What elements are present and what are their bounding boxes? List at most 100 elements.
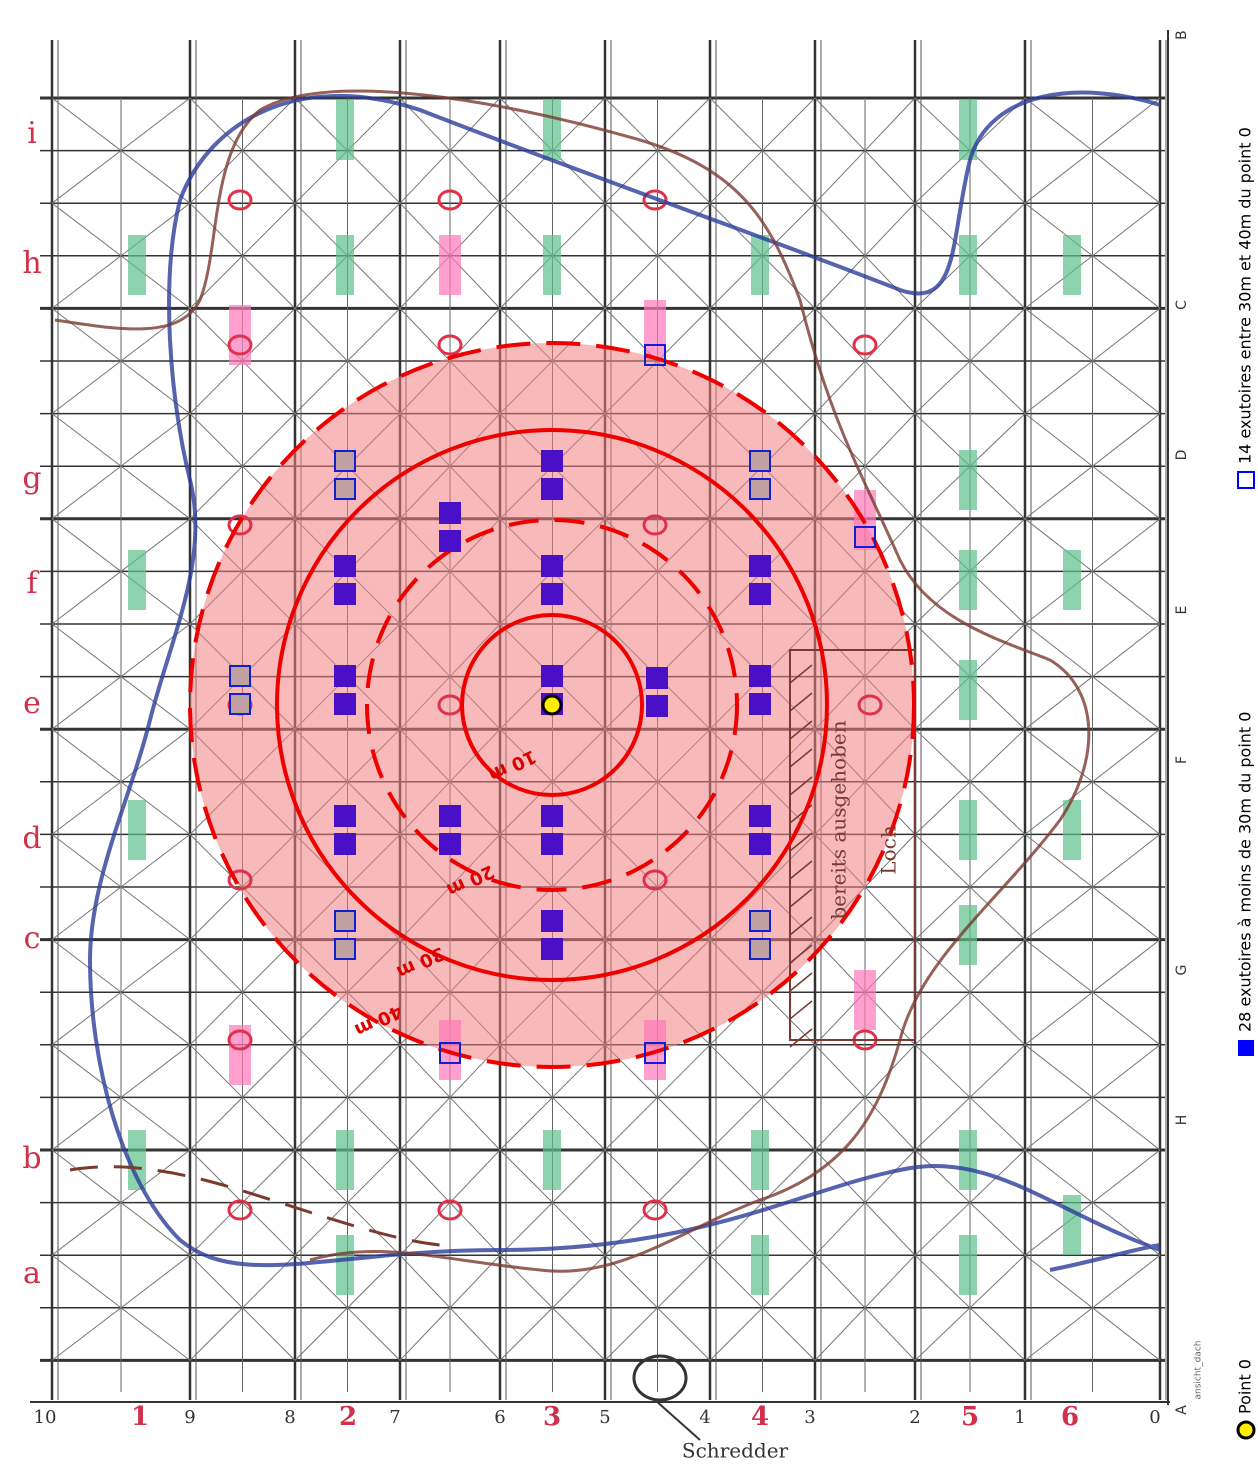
brace bbox=[1024, 1044, 1161, 1151]
brace bbox=[51, 623, 191, 730]
vent-within-30m bbox=[334, 693, 356, 715]
axis-label: 2 bbox=[339, 1402, 357, 1432]
hand-annotations bbox=[54, 89, 1161, 1441]
vent-within-30m bbox=[541, 665, 563, 687]
vent-within-30m bbox=[749, 833, 771, 855]
axis-label: 6 bbox=[494, 1407, 505, 1428]
removed-mark bbox=[437, 1199, 463, 1221]
hatch bbox=[789, 748, 813, 768]
hatch bbox=[789, 860, 813, 880]
hatch bbox=[789, 944, 813, 964]
brown-outline bbox=[54, 89, 1091, 1273]
axis-label: 2 bbox=[909, 1407, 920, 1428]
brace bbox=[499, 1254, 606, 1361]
brace bbox=[709, 1254, 816, 1361]
removed-mark bbox=[437, 334, 463, 356]
hatch bbox=[789, 1028, 813, 1048]
brace bbox=[51, 939, 191, 1046]
brace bbox=[294, 1149, 401, 1256]
vent-within-30m bbox=[439, 530, 461, 552]
circle-20m bbox=[365, 518, 739, 892]
brace bbox=[1024, 939, 1161, 1046]
brace bbox=[709, 97, 816, 204]
brace bbox=[399, 1044, 501, 1151]
brace bbox=[399, 97, 501, 204]
brace bbox=[1024, 623, 1161, 730]
existing-vent bbox=[959, 800, 977, 860]
brown-dash bbox=[69, 1165, 441, 1247]
brace bbox=[189, 939, 296, 1046]
brace bbox=[914, 1149, 1026, 1256]
vent-within-30m bbox=[749, 583, 771, 605]
vent-30-40m bbox=[334, 938, 356, 960]
vent-30-40m bbox=[749, 938, 771, 960]
existing-vent bbox=[128, 1130, 146, 1190]
removed-mark bbox=[437, 189, 463, 211]
vent-30-40m bbox=[644, 344, 666, 366]
vent-within-30m bbox=[541, 583, 563, 605]
circle-30m bbox=[275, 428, 829, 982]
vent-within-30m bbox=[334, 833, 356, 855]
axis-label: 9 bbox=[184, 1407, 195, 1428]
brace bbox=[189, 97, 296, 204]
axis-label: 4 bbox=[699, 1407, 710, 1428]
vent-30-40m bbox=[334, 910, 356, 932]
pink-vent bbox=[644, 300, 666, 360]
pink-vent bbox=[439, 235, 461, 295]
brace bbox=[189, 202, 296, 309]
existing-vent bbox=[336, 100, 354, 160]
circle-10m bbox=[460, 613, 644, 797]
brace bbox=[399, 1254, 501, 1361]
brace bbox=[499, 1149, 606, 1256]
brace bbox=[51, 834, 191, 940]
brace bbox=[914, 939, 1026, 1046]
hatch bbox=[789, 916, 813, 936]
removed-mark bbox=[227, 514, 253, 536]
brace bbox=[1024, 308, 1161, 414]
brace bbox=[1024, 728, 1161, 835]
axis-label: 6 bbox=[1061, 1402, 1079, 1432]
vent-within-30m bbox=[646, 695, 668, 717]
brace bbox=[51, 518, 191, 625]
legend-marker bbox=[1237, 471, 1255, 489]
legend-label: 14 exutoires entre 30m et 40m du point 0 bbox=[1236, 127, 1255, 464]
brace bbox=[914, 728, 1026, 835]
brace bbox=[914, 834, 1026, 940]
vent-within-30m bbox=[749, 693, 771, 715]
existing-vent bbox=[751, 1130, 769, 1190]
vent-within-30m bbox=[439, 833, 461, 855]
removed-mark bbox=[227, 1029, 253, 1051]
brace bbox=[51, 728, 191, 835]
existing-vent bbox=[959, 100, 977, 160]
existing-vent bbox=[128, 800, 146, 860]
axis-label: 3 bbox=[804, 1407, 815, 1428]
axis-label: 0 bbox=[1149, 1407, 1160, 1428]
brace bbox=[1024, 1254, 1161, 1361]
existing-vent bbox=[543, 235, 561, 295]
pink-vent bbox=[854, 970, 876, 1030]
removed-mark bbox=[227, 869, 253, 891]
removed-mark bbox=[227, 334, 253, 356]
legend-label: Point 0 bbox=[1236, 1359, 1255, 1414]
existing-vent bbox=[751, 235, 769, 295]
row-label: b bbox=[22, 1141, 41, 1176]
row-label: g bbox=[22, 461, 41, 496]
vent-within-30m bbox=[439, 502, 461, 524]
hatch bbox=[789, 1000, 813, 1020]
shredder-mark bbox=[632, 1354, 688, 1402]
shredder-note: Schredder bbox=[682, 1439, 789, 1463]
vent-30-40m bbox=[749, 450, 771, 472]
axis-label: 7 bbox=[389, 1407, 400, 1428]
legend-marker bbox=[1238, 1040, 1254, 1056]
side-label: A bbox=[1174, 1405, 1190, 1415]
side-label: B bbox=[1174, 30, 1190, 40]
brace bbox=[1024, 202, 1161, 309]
brace bbox=[294, 1254, 401, 1361]
existing-vent bbox=[336, 1130, 354, 1190]
hatch bbox=[789, 664, 813, 684]
vent-within-30m bbox=[749, 665, 771, 687]
existing-vent bbox=[543, 100, 561, 160]
axis-label: 5 bbox=[961, 1402, 979, 1432]
brace bbox=[709, 1149, 816, 1256]
brace bbox=[294, 308, 401, 414]
